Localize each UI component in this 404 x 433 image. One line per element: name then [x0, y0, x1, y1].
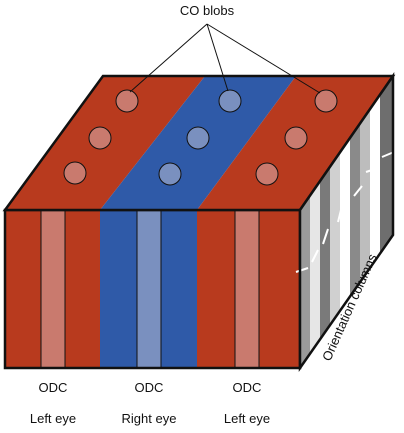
title-pointers: [129, 23, 321, 94]
orientation-tick: [311, 249, 319, 263]
co-blob: [186, 126, 210, 150]
orientation-tick: [365, 167, 379, 173]
orientation-column: [320, 167, 330, 340]
co-blob: [63, 161, 87, 185]
odc-label-1: ODC: [39, 380, 68, 395]
orientation-column: [330, 152, 340, 325]
odc-label-2: ODC: [135, 380, 164, 395]
blob-column-3: [234, 197, 260, 369]
co-blob: [284, 126, 308, 150]
orientation-column: [300, 196, 310, 368]
pointer-line: [206, 23, 321, 94]
orientation-column: [350, 123, 360, 296]
co-blob: [218, 89, 242, 113]
co-blob: [255, 162, 279, 186]
co-blobs-title: CO blobs: [180, 3, 235, 18]
odc-label-3: ODC: [233, 380, 262, 395]
eye-label-3: Left eye: [224, 411, 270, 426]
co-blob: [88, 126, 112, 150]
column-labels: ODC ODC ODC Left eye Right eye Left eye: [30, 380, 270, 426]
blob-column-2: [136, 197, 162, 369]
eye-label-2: Right eye: [122, 411, 177, 426]
orientation-column: [360, 109, 370, 282]
co-blob: [158, 162, 182, 186]
pointer-line: [206, 23, 229, 92]
side-face: [295, 72, 395, 372]
front-face: [3, 197, 302, 370]
orientation-tick: [353, 185, 363, 197]
co-blob: [115, 89, 139, 113]
orientation-column: [340, 138, 350, 311]
pointer-line: [129, 23, 208, 93]
blob-column-1: [40, 197, 66, 369]
eye-label-1: Left eye: [30, 411, 76, 426]
orientation-tick: [295, 267, 309, 273]
orientation-column: [370, 94, 380, 267]
orientation-tick: [322, 228, 329, 245]
orientation-tick: [337, 205, 343, 223]
orientation-column: [380, 76, 393, 253]
side-face-outline: [298, 72, 395, 372]
co-blob: [314, 89, 338, 113]
orientation-column: [310, 181, 320, 354]
